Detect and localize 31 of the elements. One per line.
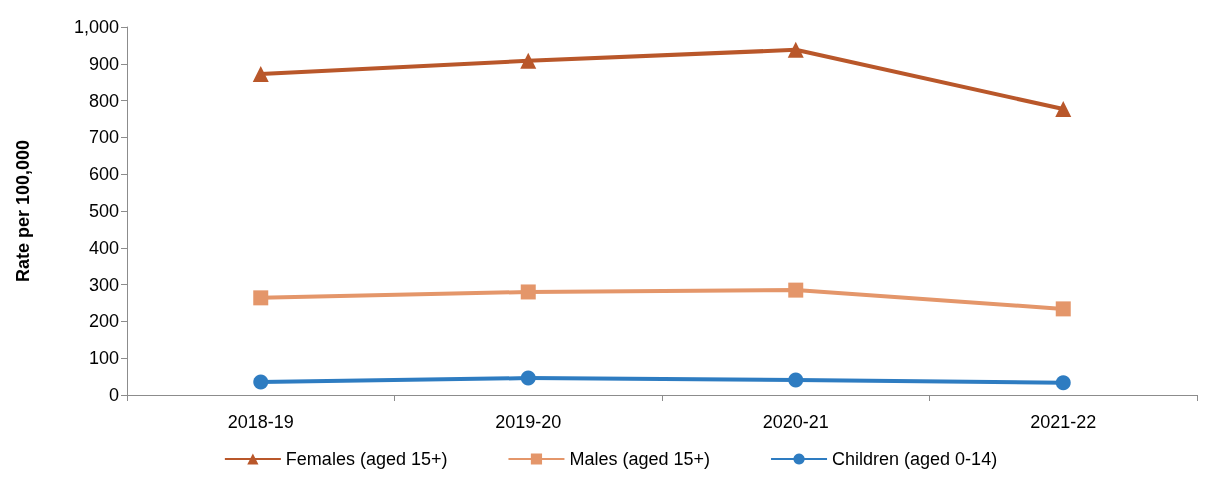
y-tick-label: 800 (88, 90, 119, 111)
y-axis-title: Rate per 100,000 (13, 139, 33, 283)
legend-label: Children (aged 0-14) (832, 449, 998, 469)
point (1055, 301, 1071, 317)
y-tick-label: 1,000 (73, 17, 119, 37)
x-tick-label: 2019-20 (495, 412, 562, 432)
y-tick-label: 300 (88, 274, 119, 295)
y-tick-label: 500 (88, 201, 119, 221)
point (1055, 375, 1071, 391)
y-tick-label: 700 (88, 127, 119, 148)
y-tick-label: 400 (88, 237, 119, 258)
x-tick-label: 2020-21 (762, 412, 829, 432)
x-tick-label: 2021-22 (1030, 412, 1097, 432)
x-tick-label: 2018-19 (227, 412, 294, 432)
y-tick-label: 600 (88, 164, 119, 185)
point (788, 372, 804, 388)
y-tick-label: 900 (88, 53, 119, 74)
y-tick-label: 100 (88, 348, 119, 369)
point (520, 284, 536, 300)
legend-label: Males (aged 15+) (569, 449, 711, 469)
point (788, 282, 804, 298)
point (253, 290, 269, 306)
y-tick-label: 200 (88, 311, 119, 332)
point (520, 52, 537, 69)
y-tick-label: 0 (108, 385, 119, 405)
point (252, 66, 269, 83)
point (520, 370, 536, 386)
point (787, 41, 804, 58)
point (1055, 101, 1072, 118)
legend-label: Females (aged 15+) (285, 449, 448, 469)
point (253, 374, 269, 390)
